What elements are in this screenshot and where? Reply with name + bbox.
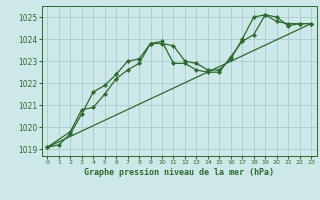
X-axis label: Graphe pression niveau de la mer (hPa): Graphe pression niveau de la mer (hPa) [84,168,274,177]
